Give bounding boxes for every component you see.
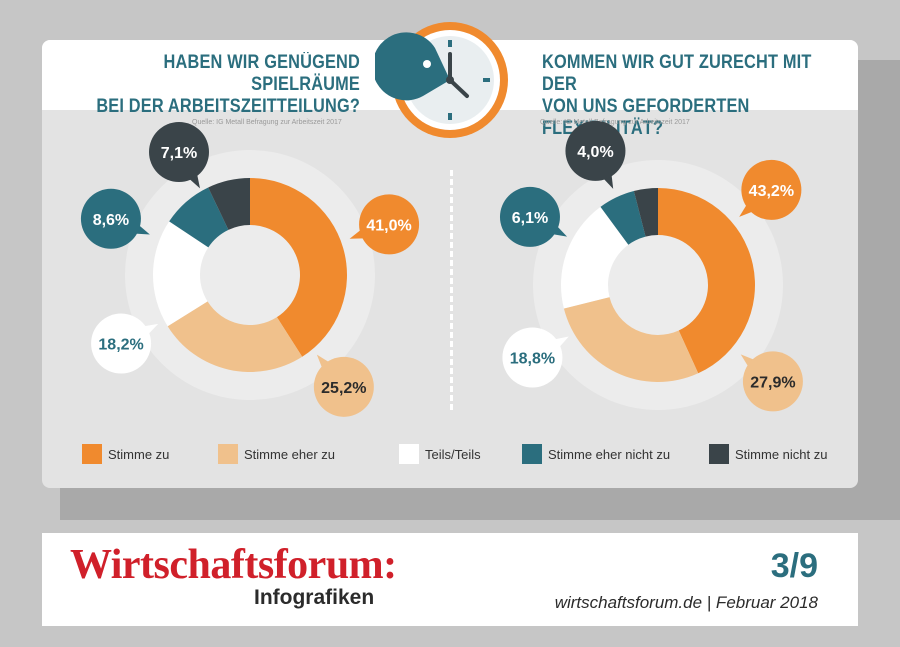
bubble-circle: [149, 122, 209, 183]
legend-label: Stimme eher nicht zu: [548, 446, 671, 462]
data-label-bubble: 4,0%: [565, 120, 626, 189]
left-question-title: HABEN WIR GENÜGEND SPIELRÄUME BEI DER AR…: [76, 52, 360, 118]
bubble-circle: [565, 120, 626, 181]
legend-swatch: [522, 444, 542, 464]
donut-slice: [563, 297, 699, 382]
donut-slice: [208, 178, 250, 230]
legend-label: Stimme zu: [108, 446, 170, 462]
site-and-date: wirtschaftsforum.de | Februar 2018: [554, 593, 818, 612]
legend-item: Teils/Teils: [399, 444, 481, 464]
data-label-bubble: 8,6%: [80, 188, 150, 249]
bubble-circle: [91, 313, 152, 374]
data-label-bubble: 25,2%: [313, 354, 374, 417]
donut-slice: [153, 221, 209, 327]
legend-item: Stimme zu: [82, 444, 169, 464]
donut-slice: [250, 178, 347, 357]
left-title-line2: BEI DER ARBEITSZEITTEILUNG?: [96, 96, 361, 117]
data-label-bubble: 18,2%: [91, 313, 159, 374]
right-source-note: Quelle: IG Metall Befragung zur Arbeitsz…: [540, 119, 690, 126]
data-label: 4,0%: [577, 144, 613, 161]
brand-logo: Wirtschaftsforum:: [70, 542, 397, 588]
right-title-line1: KOMMEN WIR GUT ZURECHT MIT DER: [542, 52, 812, 95]
data-label: 18,8%: [510, 351, 555, 368]
brand-subtitle: Infografiken: [254, 586, 375, 609]
data-label: 7,1%: [161, 145, 197, 162]
data-label: 43,2%: [749, 183, 794, 200]
bubble-circle: [359, 194, 420, 255]
data-label-bubble: 27,9%: [740, 351, 803, 412]
legend-swatch: [709, 444, 729, 464]
data-label-bubble: 6,1%: [499, 186, 568, 247]
clock-icon: [375, 22, 508, 138]
data-label: 6,1%: [512, 210, 548, 227]
legend-label: Stimme nicht zu: [735, 446, 828, 462]
page-number: 3/9: [770, 547, 818, 585]
data-label-bubble: 7,1%: [149, 122, 209, 189]
donut-slice: [167, 301, 303, 372]
data-label-bubble: 18,8%: [502, 327, 569, 388]
donut-slice: [560, 206, 629, 309]
legend-label: Stimme eher zu: [244, 446, 336, 462]
donut-slice: [658, 188, 755, 374]
legend-swatch: [82, 444, 102, 464]
data-label: 18,2%: [98, 337, 143, 354]
legend-swatch: [218, 444, 238, 464]
left-title-line1: HABEN WIR GENÜGEND SPIELRÄUME: [163, 52, 360, 95]
legend-swatch: [399, 444, 419, 464]
donut-slice: [633, 188, 658, 237]
bubble-circle: [741, 159, 802, 220]
donut-slice: [169, 187, 229, 248]
bubble-circle: [499, 186, 560, 247]
bubble-circle: [80, 188, 141, 249]
data-label-bubble: 43,2%: [739, 159, 802, 220]
bubble-circle: [742, 351, 803, 412]
data-label: 8,6%: [93, 212, 129, 229]
data-label: 41,0%: [366, 217, 411, 234]
legend-label: Teils/Teils: [425, 446, 481, 462]
legend-item: Stimme eher nicht zu: [522, 444, 670, 464]
data-label: 25,2%: [321, 380, 366, 397]
data-label: 27,9%: [750, 374, 795, 391]
legend-item: Stimme nicht zu: [709, 444, 827, 464]
bubble-circle: [502, 327, 563, 388]
left-source-note: Quelle: IG Metall Befragung zur Arbeitsz…: [192, 119, 342, 126]
donut-charts: 41,0% 25,2% 18,2% 8,6% 7,1% 43,2% 27,9% 18,8% 6,…: [80, 120, 803, 417]
footer: Wirtschaftsforum: Infografiken 3/9 wirts…: [42, 533, 858, 626]
donut-slice: [600, 191, 646, 245]
center-divider: [450, 170, 453, 410]
bubble-circle: [313, 356, 374, 417]
data-label-bubble: 41,0%: [349, 194, 420, 255]
legend-item: Stimme eher zu: [218, 444, 335, 464]
